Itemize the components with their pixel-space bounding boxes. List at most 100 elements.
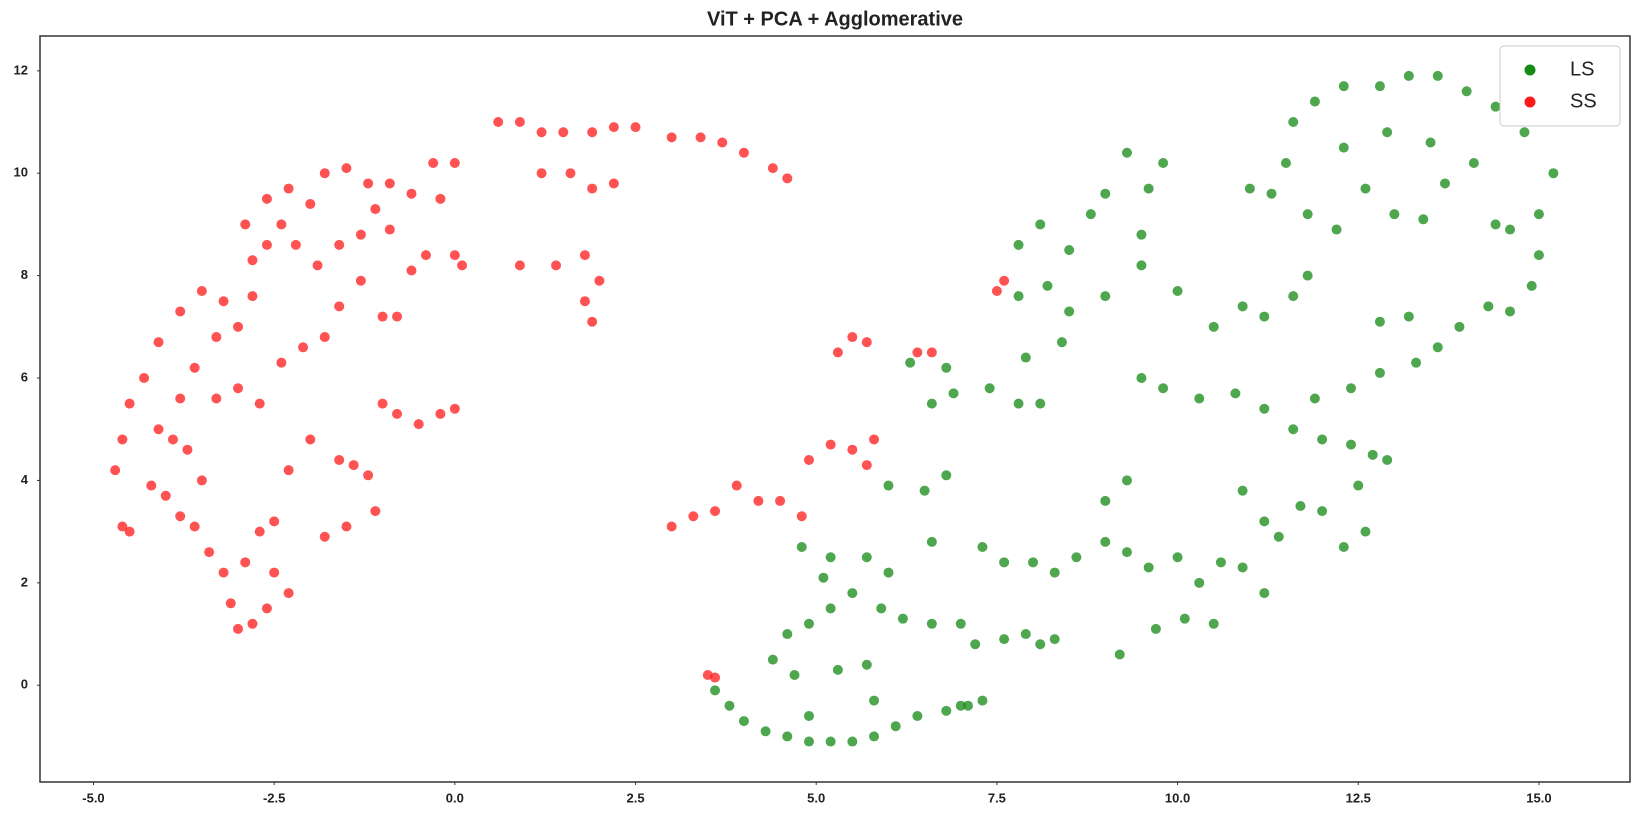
point [710, 672, 721, 683]
point [926, 347, 937, 358]
point [847, 444, 858, 455]
x-tick-label: -5.0 [82, 790, 104, 805]
point [1085, 209, 1096, 220]
point [608, 178, 619, 189]
point [261, 603, 272, 614]
point [233, 383, 244, 394]
point [905, 357, 916, 368]
point [832, 347, 843, 358]
point [117, 521, 128, 532]
point [977, 695, 988, 706]
point [319, 531, 330, 542]
point [579, 296, 590, 307]
point [1100, 536, 1111, 547]
point [283, 183, 294, 194]
point [1035, 398, 1046, 409]
point [803, 454, 814, 465]
point [941, 362, 952, 373]
point [1179, 613, 1190, 624]
point [587, 127, 598, 138]
point [1432, 70, 1443, 81]
point [1403, 311, 1414, 322]
point [594, 275, 605, 286]
point [233, 321, 244, 332]
point [1309, 96, 1320, 107]
point [1533, 250, 1544, 261]
point [124, 398, 135, 409]
point [1288, 291, 1299, 302]
point [189, 362, 200, 373]
legend-marker [1524, 96, 1536, 108]
point [1374, 367, 1385, 378]
point [1338, 541, 1349, 552]
point [247, 255, 258, 266]
point [999, 275, 1010, 286]
point [449, 157, 460, 168]
point [883, 567, 894, 578]
point [1064, 245, 1075, 256]
point [587, 316, 598, 327]
y-tick-label: 12 [14, 62, 28, 77]
point [1114, 649, 1125, 660]
point [355, 275, 366, 286]
point [955, 618, 966, 629]
point [803, 736, 814, 747]
point [1367, 449, 1378, 460]
point [890, 721, 901, 732]
point [1280, 157, 1291, 168]
point [825, 552, 836, 563]
point [1150, 623, 1161, 634]
point [861, 552, 872, 563]
point [355, 229, 366, 240]
y-tick-label: 8 [21, 267, 28, 282]
y-tick-label: 2 [21, 574, 28, 589]
point [869, 434, 880, 445]
point [724, 700, 735, 711]
point [803, 710, 814, 721]
point [254, 526, 265, 537]
point [384, 224, 395, 235]
point [1483, 301, 1494, 312]
point [1013, 239, 1024, 250]
point [341, 163, 352, 174]
point [1028, 557, 1039, 568]
point [139, 373, 150, 384]
point [897, 613, 908, 624]
point [941, 470, 952, 481]
point [1302, 209, 1313, 220]
point [869, 695, 880, 706]
point [124, 526, 135, 537]
point [1382, 127, 1393, 138]
legend-label: LS [1570, 58, 1594, 80]
point [738, 716, 749, 727]
point [1389, 209, 1400, 220]
point [1548, 168, 1559, 179]
point [984, 383, 995, 394]
point [1100, 188, 1111, 199]
point [688, 511, 699, 522]
point [1100, 495, 1111, 506]
point [710, 506, 721, 517]
point [1273, 531, 1284, 542]
point [782, 173, 793, 184]
legend: LS SS [1499, 45, 1621, 127]
point [1208, 321, 1219, 332]
point [782, 629, 793, 640]
legend-marker [1524, 64, 1536, 76]
point [1259, 403, 1270, 414]
point [738, 147, 749, 158]
point [1230, 388, 1241, 399]
point [269, 516, 280, 527]
chart-title: ViT + PCA + Agglomerative [707, 8, 963, 30]
point [211, 393, 222, 404]
point [861, 337, 872, 348]
point [370, 204, 381, 215]
point [196, 475, 207, 486]
point [341, 521, 352, 532]
point [1374, 316, 1385, 327]
point [666, 132, 677, 143]
y-tick-label: 6 [21, 369, 28, 384]
point [1411, 357, 1422, 368]
point [1049, 567, 1060, 578]
